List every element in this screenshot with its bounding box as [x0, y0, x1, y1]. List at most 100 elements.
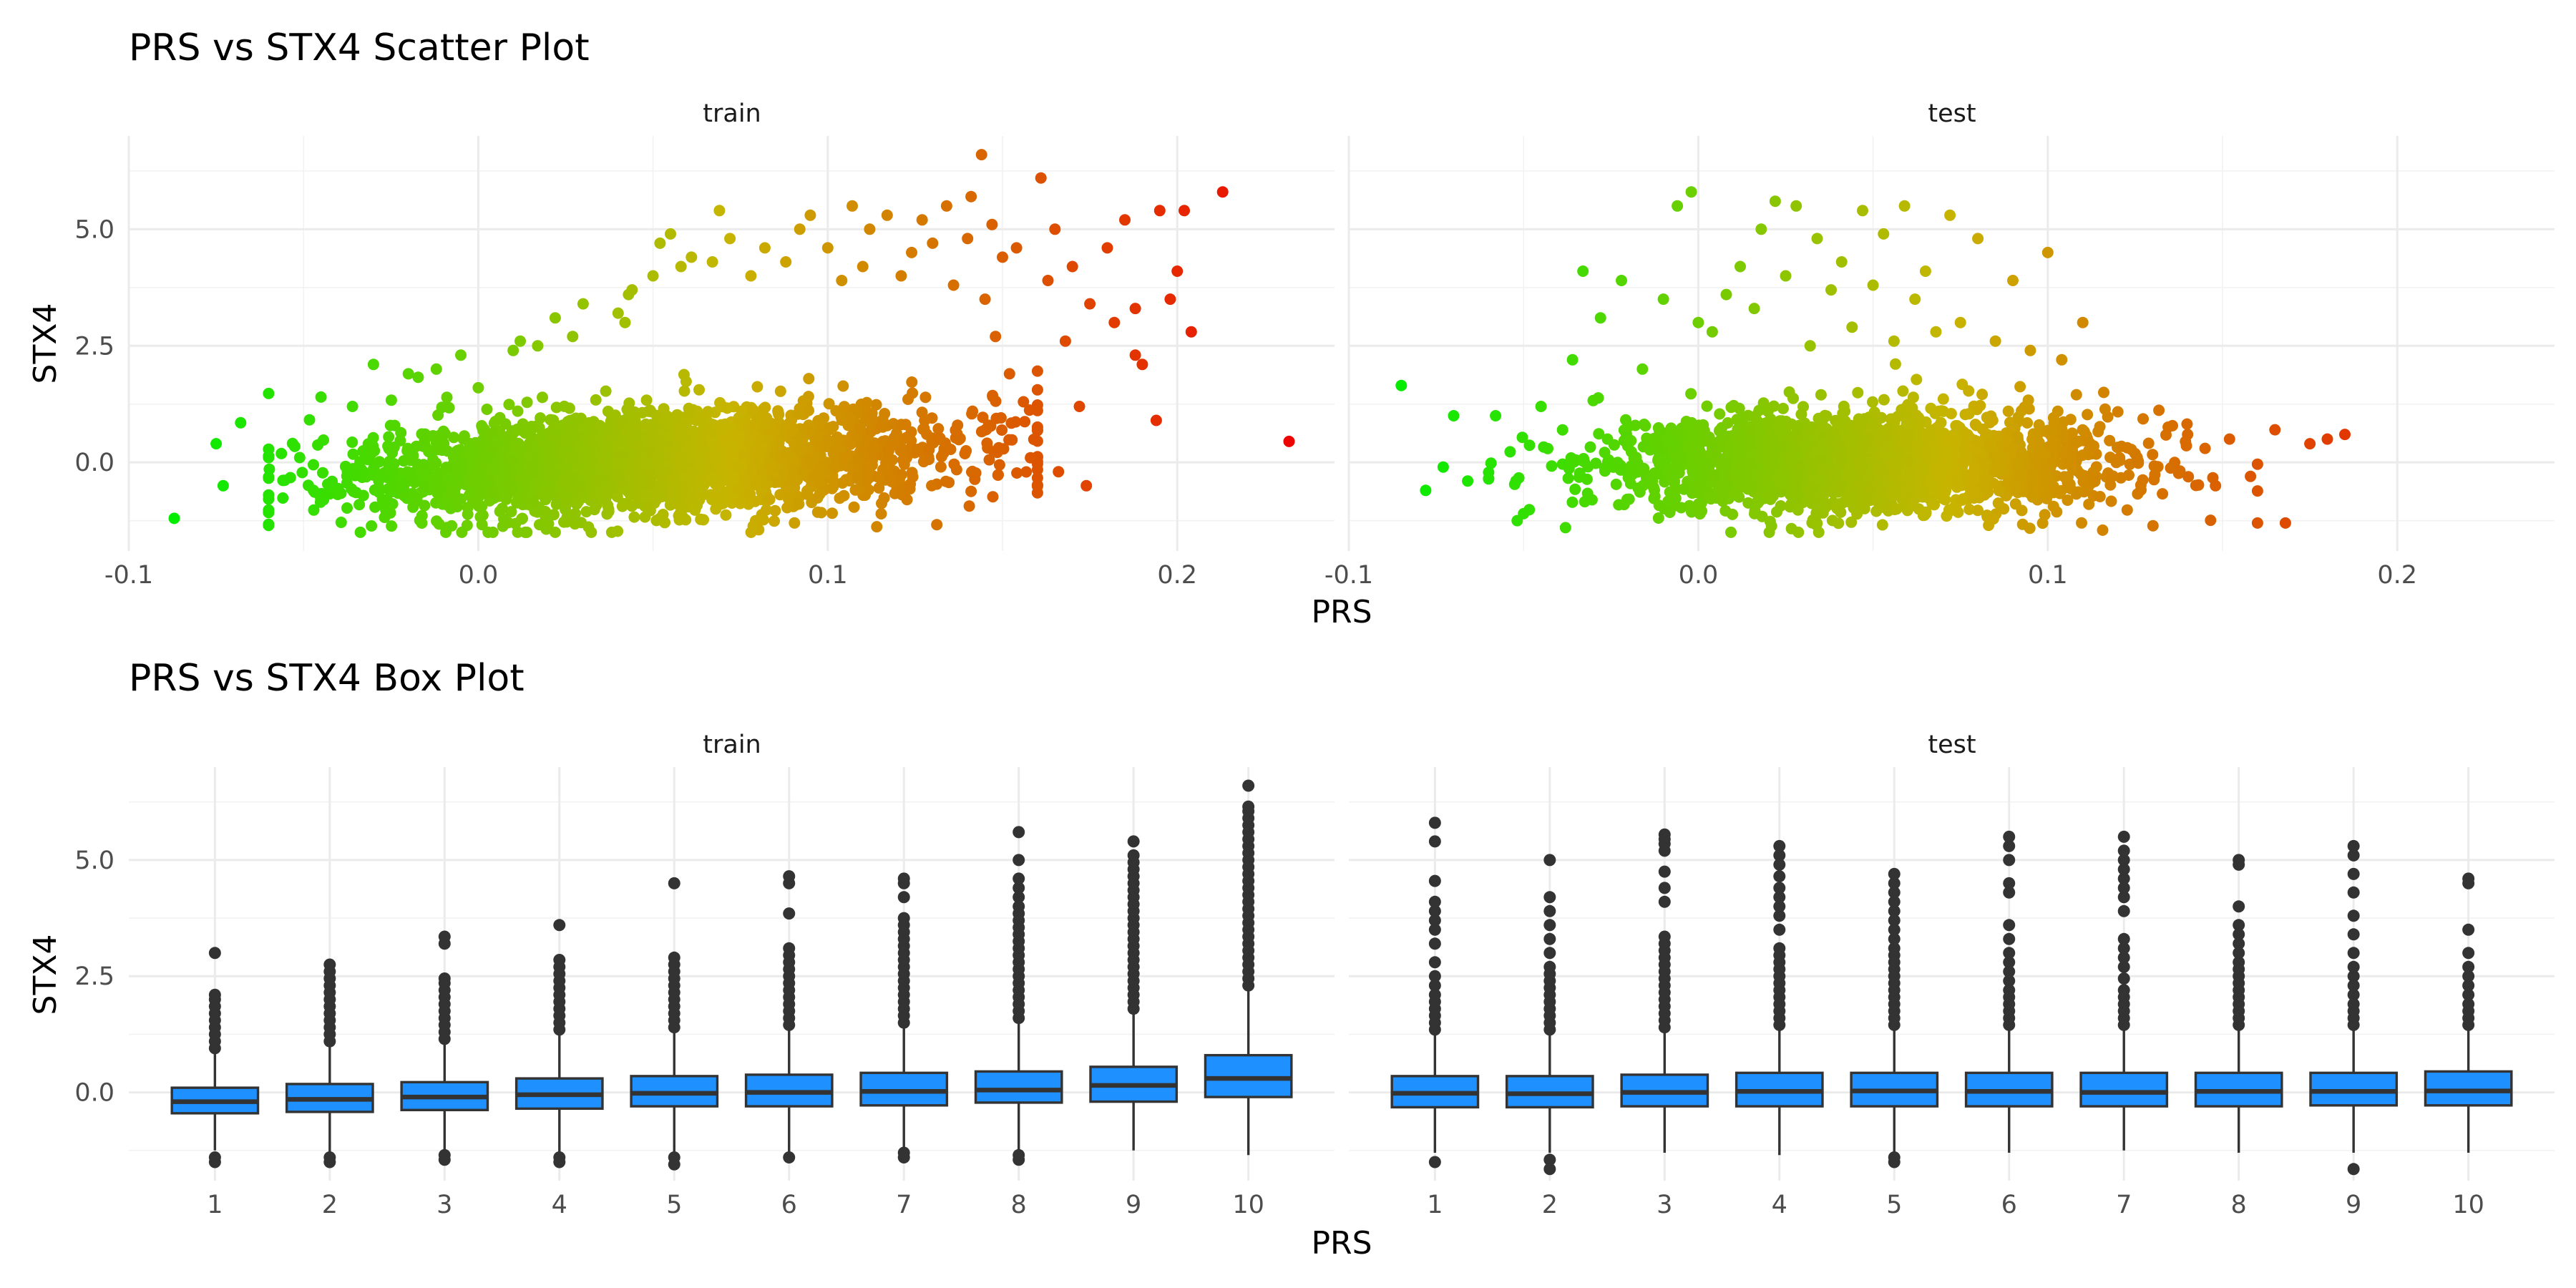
scatter-point	[992, 469, 1004, 481]
scatter-point	[2066, 462, 2078, 474]
scatter-point	[935, 461, 947, 473]
scatter-point	[602, 499, 614, 512]
scatter-point	[1680, 416, 1692, 427]
scatter-point	[1625, 434, 1637, 447]
scatter-point	[478, 487, 490, 498]
scatter-point	[2019, 401, 2031, 413]
scatter-point	[693, 455, 705, 467]
scatter-point	[1136, 358, 1148, 371]
scatter-point	[1992, 497, 2004, 509]
scatter-point	[743, 436, 755, 448]
scatter-point	[1073, 401, 1085, 412]
y-tick-label: 2.5	[74, 332, 114, 361]
scatter-point	[624, 409, 636, 421]
scatter-point	[907, 387, 919, 399]
scatter-point	[698, 489, 710, 501]
scatter-point	[1615, 464, 1626, 476]
scatter-point	[802, 391, 814, 403]
scatter-point	[1630, 452, 1642, 464]
scatter-point	[1662, 434, 1674, 446]
scatter-point	[899, 419, 912, 431]
scatter-point	[384, 419, 396, 431]
scatter-point	[758, 242, 771, 254]
scatter-point	[1945, 408, 1957, 419]
scatter-point	[1987, 513, 1999, 525]
scatter-point	[1769, 446, 1781, 458]
scatter-point	[1974, 399, 1986, 411]
scatter-point	[1171, 265, 1184, 277]
scatter-point	[394, 477, 406, 489]
scatter-point	[1929, 407, 1941, 419]
scatter-point	[702, 406, 714, 418]
scatter-point	[940, 475, 952, 487]
scatter-point	[2165, 462, 2177, 474]
scatter-point	[277, 492, 289, 504]
scatter-point	[678, 369, 690, 381]
scatter-point	[670, 412, 681, 424]
scatter-point	[633, 439, 645, 451]
scatter-point	[1752, 497, 1764, 509]
scatter-point	[822, 434, 834, 447]
scatter-point	[602, 430, 615, 442]
scatter-point	[376, 494, 389, 505]
scatter-point	[1875, 411, 1888, 424]
scatter-point	[906, 376, 918, 388]
scatter-point	[1790, 481, 1802, 493]
scatter-point	[745, 270, 757, 282]
scatter-point	[1028, 434, 1040, 445]
scatter-point	[1764, 515, 1776, 527]
scatter-point	[866, 407, 878, 419]
scatter-point	[1725, 526, 1737, 538]
scatter-point	[987, 391, 999, 403]
scatter-point	[315, 391, 327, 403]
scatter-point	[210, 438, 223, 450]
scatter-point	[679, 469, 691, 482]
scatter-point	[1624, 477, 1636, 489]
scatter-point	[997, 251, 1008, 263]
scatter-point	[1031, 464, 1043, 476]
scatter-point	[1817, 420, 1829, 432]
scatter-point	[563, 476, 575, 488]
scatter-point	[455, 349, 467, 361]
scatter-point	[814, 431, 825, 442]
scatter-point	[773, 437, 785, 449]
scatter-point	[827, 481, 839, 493]
scatter-point	[1727, 508, 1739, 520]
scatter-strip-test: test	[1928, 99, 1976, 128]
scatter-point	[521, 396, 533, 409]
scatter-point	[2077, 476, 2089, 487]
scatter-point	[2092, 426, 2104, 438]
scatter-point	[550, 401, 562, 414]
scatter-point	[1652, 512, 1664, 524]
scatter-point	[2009, 498, 2021, 510]
scatter-point	[2036, 517, 2049, 530]
scatter-point	[698, 514, 709, 526]
scatter-point	[990, 331, 1002, 343]
scatter-point	[789, 477, 801, 489]
scatter-point	[811, 506, 824, 518]
scatter-point	[462, 508, 474, 520]
scatter-point	[2251, 485, 2263, 497]
scatter-point	[2024, 522, 2036, 535]
scatter-point	[2205, 514, 2217, 527]
scatter-point	[782, 493, 794, 505]
scatter-point	[650, 487, 662, 499]
scatter-point	[458, 430, 470, 442]
scatter-point	[635, 477, 647, 489]
scatter-point	[2097, 524, 2109, 536]
x-tick-label: -0.1	[104, 561, 153, 590]
scatter-point	[2149, 469, 2161, 481]
scatter-point	[736, 405, 748, 417]
scatter-point	[448, 431, 460, 444]
scatter-point	[532, 340, 544, 352]
scatter-point	[688, 500, 700, 512]
scatter-point	[739, 472, 751, 484]
scatter-point	[836, 275, 848, 286]
scatter-point	[801, 444, 814, 456]
x-tick-label: 0.1	[2028, 561, 2068, 590]
scatter-point	[346, 436, 358, 448]
scatter-point	[418, 459, 430, 471]
scatter-point	[1283, 435, 1295, 447]
scatter-point	[2147, 449, 2159, 461]
scatter-point	[780, 256, 792, 268]
